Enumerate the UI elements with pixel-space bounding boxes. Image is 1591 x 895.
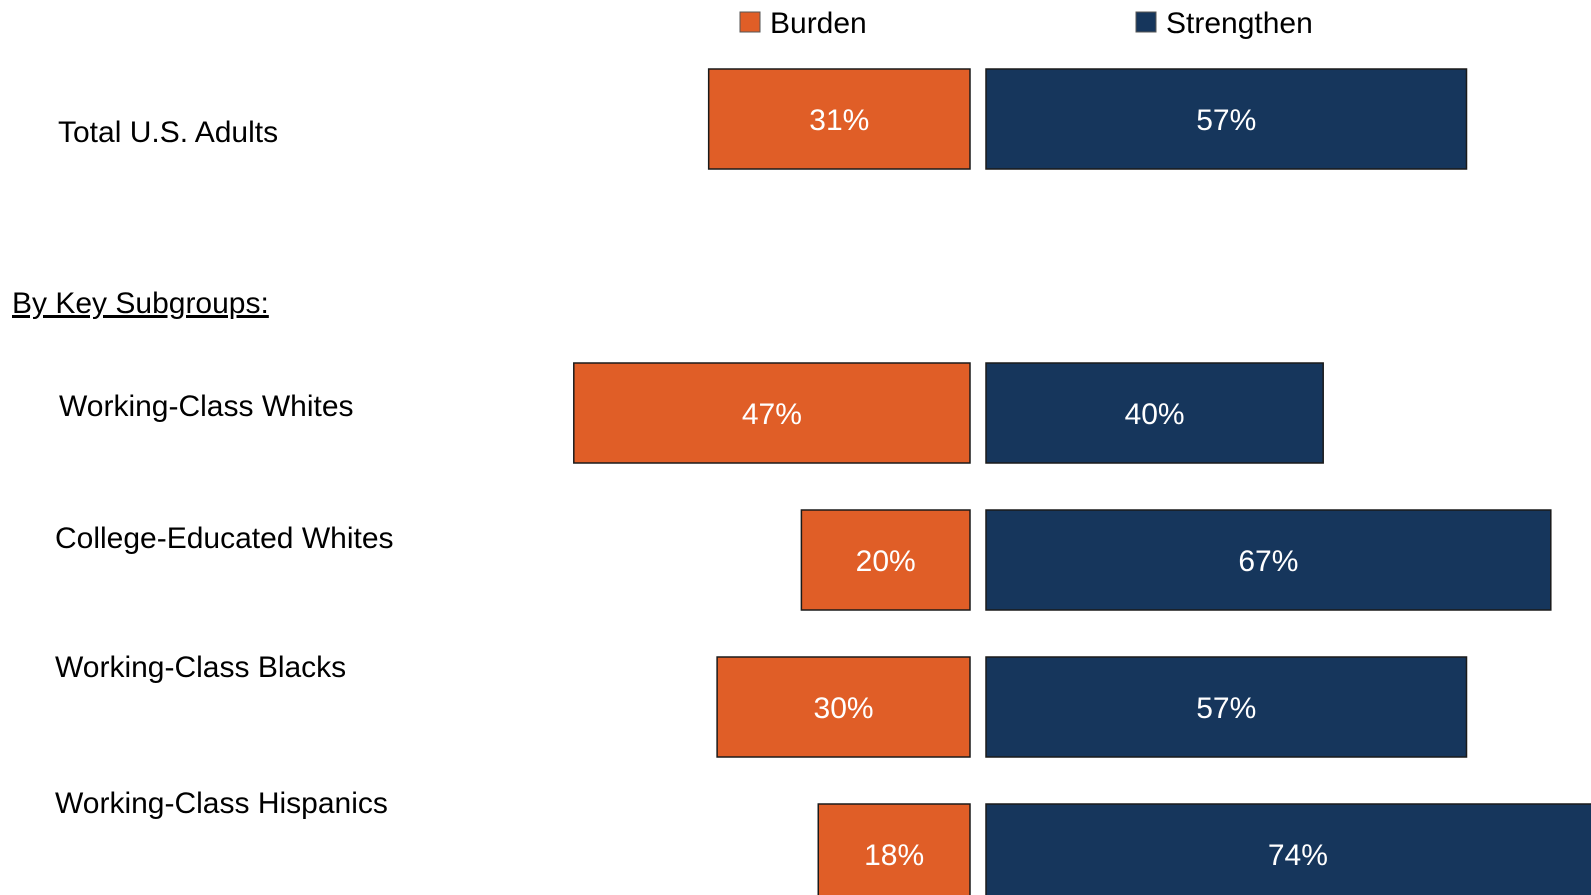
strengthen-bar: [985, 68, 1468, 170]
burden-value-label: 18%: [864, 839, 924, 872]
strengthen-bar: [985, 509, 1552, 611]
strengthen-value-label: 74%: [1268, 839, 1328, 872]
burden-bar: [707, 68, 971, 170]
legend-swatch-strengthen: [1135, 11, 1157, 33]
strengthen-bar: [985, 803, 1591, 895]
strengthen-bar: [985, 362, 1324, 464]
burden-bar: [817, 803, 971, 895]
burden-value-label: 30%: [814, 692, 874, 725]
strengthen-value-label: 57%: [1196, 692, 1256, 725]
row-label-subgroup: Working-Class Hispanics: [55, 787, 388, 820]
burden-bar: [800, 509, 971, 611]
strengthen-bar: [985, 656, 1468, 758]
subgroups-heading: By Key Subgroups:: [12, 287, 269, 320]
burden-value-label: 47%: [742, 398, 802, 431]
strengthen-value-label: 57%: [1196, 104, 1256, 137]
legend: Burden Strengthen: [739, 7, 1313, 40]
burden-bar: [716, 656, 971, 758]
strengthen-value-label: 67%: [1238, 545, 1298, 578]
bars-layer: 31% 57% 47% 40% 20% 67% 30% 57% 18% 74%: [573, 68, 1591, 895]
legend-label-burden: Burden: [770, 7, 867, 40]
legend-label-strengthen: Strengthen: [1166, 7, 1313, 40]
burden-value-label: 20%: [856, 545, 916, 578]
row-label-subgroup: Working-Class Whites: [59, 390, 354, 423]
legend-swatch-burden: [739, 11, 761, 33]
row-label-total: Total U.S. Adults: [58, 116, 278, 149]
burden-value-label: 31%: [809, 104, 869, 137]
burden-bar: [573, 362, 971, 464]
row-label-subgroup: College-Educated Whites: [55, 522, 394, 555]
row-label-subgroup: Working-Class Blacks: [55, 651, 346, 684]
strengthen-value-label: 40%: [1125, 398, 1185, 431]
